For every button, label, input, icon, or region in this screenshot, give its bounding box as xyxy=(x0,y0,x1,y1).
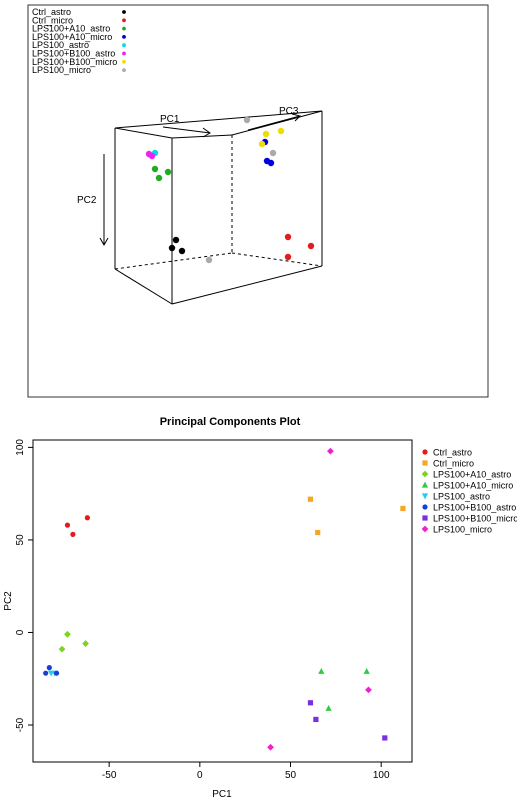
pca-3d-legend-marker-lps100-micro xyxy=(122,68,126,72)
pca-2d-legend-marker-lps100-micro xyxy=(421,525,429,533)
pca-2d-legend-marker-lps100-b100-micro xyxy=(422,515,428,521)
pca-2d-xtick-label: 0 xyxy=(197,770,203,781)
pca-2d-legend-label-lps100-a10-astro: LPS100+A10_astro xyxy=(433,470,511,480)
pca-3d-axis-arrows xyxy=(99,113,301,247)
pca-3d-point-lps100-b100-micro xyxy=(258,140,266,148)
pca-3d-legend-label-lps100-b100-astro: LPS100+B100_astro xyxy=(32,49,115,59)
pca-2d-legend-label-lps100-b100-astro: LPS100+B100_astro xyxy=(433,503,516,513)
pca-3d-legend-label-lps100-micro: LPS100_micro xyxy=(32,65,91,75)
pca-2d-point-lps100-micro xyxy=(267,743,274,751)
pca-2d-legend-marker-lps100-a10-astro xyxy=(421,470,429,478)
pca-2d-point-ctrl-micro xyxy=(315,529,321,536)
pca-3d-legend-marker-lps100-a10-astro xyxy=(122,26,126,31)
pca-2d-point-lps100-a10-micro xyxy=(318,667,325,674)
pca-2d-point-lps100-b100-micro xyxy=(307,700,314,706)
pca-2d-legend-marker-ctrl-micro xyxy=(422,460,428,466)
pca-2d-xlabel: PC1 xyxy=(212,789,232,800)
pca-3d-point-ctrl-micro xyxy=(307,242,315,250)
pca-2d-legend-label-lps100-astro: LPS100_astro xyxy=(433,492,490,502)
pca-2d-point-lps100-micro xyxy=(327,447,334,455)
pca-2d-legend-label-lps100-b100-micro: LPS100+B100_micro xyxy=(433,514,517,524)
pca-3d-point-lps100-micro xyxy=(269,149,277,157)
pca-3d-point-ctrl-micro xyxy=(284,233,292,241)
pca-3d-point-ctrl-astro xyxy=(168,244,176,252)
pca-2d-point-lps100-b100-astro xyxy=(43,670,49,676)
pca-3d-legend-marker-lps100-astro xyxy=(122,43,126,48)
pca-3d-frame xyxy=(27,4,489,398)
pca-3d-legend-marker-lps100-b100-astro xyxy=(122,51,126,56)
pca-3d-legend-marker-lps100-a10-micro xyxy=(122,35,126,39)
pca-2d-point-ctrl-astro xyxy=(70,531,76,537)
pca-3d-box xyxy=(114,110,323,305)
pca-2d-xtick-label: 100 xyxy=(373,770,390,781)
pca-3d-points xyxy=(145,116,315,264)
pca-2d-legend-label-ctrl-micro: Ctrl_micro xyxy=(433,459,474,469)
pca-3d-legend-label-ctrl-astro: Ctrl_astro xyxy=(32,7,71,17)
pca-2d-point-ctrl-micro xyxy=(400,505,406,512)
pca-2d-xtick-label: 50 xyxy=(285,770,297,781)
pca-3d-point-lps100-a10-micro xyxy=(267,159,275,167)
pca-2d-point-ctrl-micro xyxy=(307,496,314,502)
pca-2d-legend-label-lps100-micro: LPS100_micro xyxy=(433,525,492,535)
pca-3d-point-lps100-a10-astro xyxy=(164,168,172,176)
pca-3d-legend-label-lps100-b100-micro: LPS100+B100_micro xyxy=(32,57,117,67)
pca-3d-point-lps100-a10-astro xyxy=(155,174,163,182)
pca-2d-point-ctrl-astro xyxy=(64,522,71,528)
pca-2d-plot-frame xyxy=(32,439,413,763)
pca-2d-xtick-label: -50 xyxy=(102,770,117,781)
pca-2d-legend-label-ctrl-astro: Ctrl_astro xyxy=(433,448,472,458)
pca-3d-point-ctrl-astro xyxy=(178,247,186,255)
pca-2d-ylabel: PC2 xyxy=(3,591,14,611)
pca-2d-ytick-label: 0 xyxy=(15,629,26,635)
pca-2d-legend-marker-lps100-b100-astro xyxy=(422,504,428,510)
pca-3d-point-lps100-b100-micro xyxy=(262,130,270,138)
pca-3d-legend-marker-lps100-b100-micro xyxy=(122,59,126,64)
pca-2d-plot: Principal Components Plot -50 0 50 100 -50 0 5… xyxy=(3,416,517,800)
pca-3d-legend: Ctrl_astroCtrl_microLPS100+A10_astroLPS1… xyxy=(32,7,126,75)
pca-3d-pc2-label: PC2 xyxy=(77,195,97,206)
pca-2d-point-lps100-b100-micro xyxy=(313,716,319,723)
pca-2d-legend: Ctrl_astroCtrl_microLPS100+A10_astroLPS1… xyxy=(421,448,517,535)
pca-2d-legend-marker-lps100-astro xyxy=(421,493,429,500)
pca-3d-legend-label-lps100-a10-micro: LPS100+A10_micro xyxy=(32,32,112,42)
pca-3d-point-lps100-b100-micro xyxy=(277,127,285,135)
pca-3d-legend-label-lps100-astro: LPS100_astro xyxy=(32,40,89,50)
pca-3d-legend-marker-ctrl-micro xyxy=(122,18,126,23)
pca-2d-ytick-label: 50 xyxy=(15,534,26,546)
pca-2d-point-lps100-a10-astro xyxy=(82,640,89,647)
pca-3d-pc1-label: PC1 xyxy=(160,114,180,125)
pca-3d-legend-label-ctrl-micro: Ctrl_micro xyxy=(32,15,73,25)
pca-3d-legend-label-lps100-a10-astro: LPS100+A10_astro xyxy=(32,24,110,34)
pca-2d-point-lps100-a10-astro xyxy=(64,630,71,638)
pca-3d-pc3-label: PC3 xyxy=(279,106,299,117)
pca-2d-point-lps100-a10-astro xyxy=(58,645,66,653)
pca-2d-legend-label-lps100-a10-micro: LPS100+A10_micro xyxy=(433,481,513,491)
pca-3d-point-lps100-b100-astro xyxy=(148,152,156,160)
pca-3d-point-lps100-micro xyxy=(243,116,251,124)
pca-2d-point-ctrl-astro xyxy=(84,515,91,521)
pca-3d-plot: Ctrl_astroCtrl_microLPS100+A10_astroLPS1… xyxy=(27,4,489,398)
pca-2d-point-lps100-micro xyxy=(365,686,372,694)
pca-2d-axes: -50 0 50 100 -50 0 50 100 xyxy=(15,439,390,781)
pca-3d-point-lps100-micro xyxy=(205,256,213,264)
pca-3d-point-ctrl-astro xyxy=(172,236,180,244)
pca-2d-point-lps100-b100-astro xyxy=(53,670,60,676)
pca-2d-ytick-label: 100 xyxy=(15,439,26,456)
pca-3d-point-ctrl-micro xyxy=(284,253,292,261)
pca-2d-title: Principal Components Plot xyxy=(160,416,301,428)
pca-2d-point-lps100-a10-micro xyxy=(325,704,332,711)
pca-2d-legend-marker-lps100-a10-micro xyxy=(421,481,429,488)
pca-2d-points xyxy=(43,447,406,751)
pca-2d-point-lps100-b100-micro xyxy=(382,735,388,741)
pca-2d-point-lps100-a10-micro xyxy=(363,667,370,674)
pca-3d-point-lps100-a10-astro xyxy=(151,165,159,173)
pca-2d-legend-marker-ctrl-astro xyxy=(422,449,428,455)
pca-2d-point-lps100-b100-astro xyxy=(46,665,52,671)
pca-3d-legend-marker-ctrl-astro xyxy=(122,10,126,14)
pca-2d-ytick-label: -50 xyxy=(15,717,26,732)
